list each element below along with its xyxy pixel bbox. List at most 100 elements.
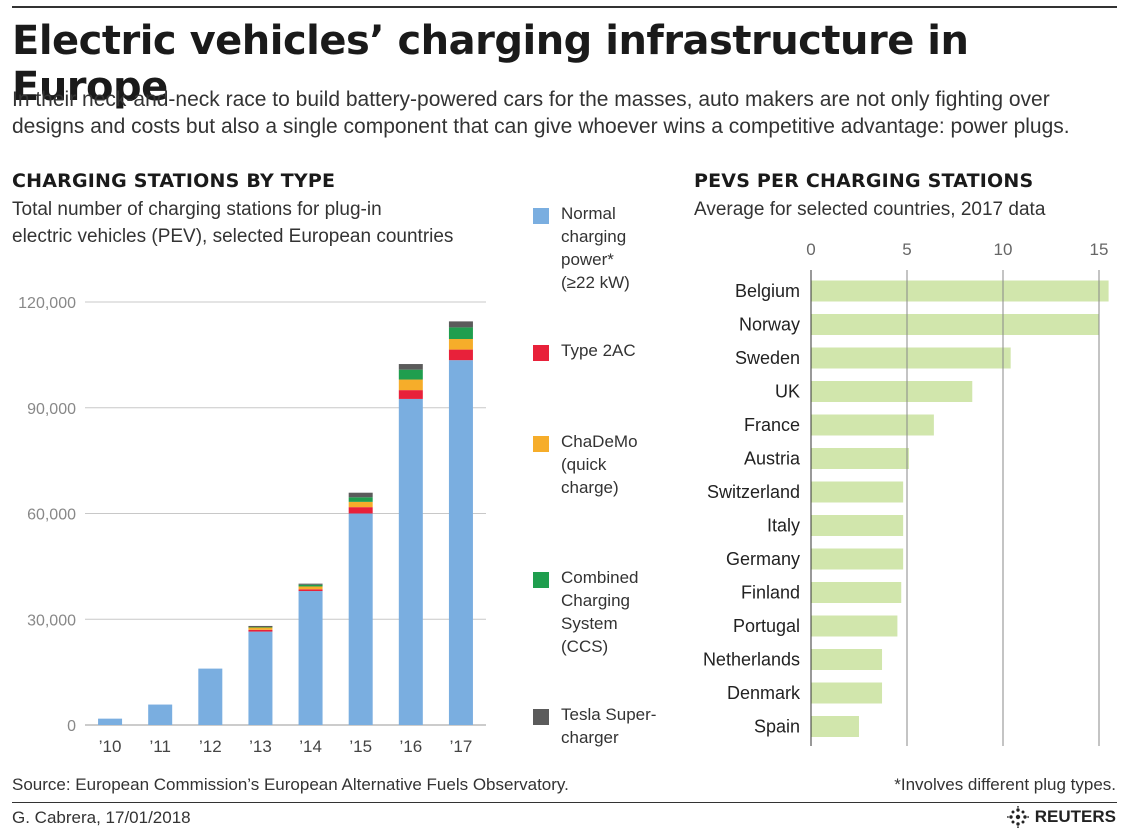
country-label: France — [744, 415, 800, 435]
x-tick-label: ’10 — [99, 737, 122, 756]
reuters-logo-icon — [1006, 806, 1029, 828]
bar — [811, 347, 1011, 369]
x-tick-label: ’16 — [399, 737, 422, 756]
y-tick-label: 0 — [67, 718, 76, 735]
x-tick-label: ’14 — [299, 737, 322, 756]
stacked-bar-chart: 0 30,000 60,000 90,000 120,000 ’10 ’11 ’12 ’13 ’1… — [18, 295, 486, 756]
bar — [811, 314, 1099, 335]
bar-segment — [298, 584, 323, 587]
x-tick-label: ’13 — [249, 737, 272, 756]
left-chart-subtitle-line1: Total number of charging stations for pl… — [12, 199, 382, 220]
legend-label-type2ac-1: Type 2AC — [561, 341, 636, 360]
bar-segment — [248, 629, 273, 632]
right-chart-heading: PEVS PER CHARGING STATIONS — [694, 170, 1034, 192]
bar-segment — [348, 501, 373, 508]
bar-segment — [198, 668, 223, 725]
country-label: Switzerland — [707, 482, 800, 502]
reuters-brand: REUTERS — [1006, 806, 1116, 828]
bar — [811, 414, 934, 436]
bar-segment — [398, 390, 423, 399]
footnote: *Involves different plug types. — [894, 775, 1116, 794]
country-label: Italy — [767, 516, 800, 536]
bar-segment — [348, 507, 373, 514]
bar-segment — [248, 631, 273, 725]
country-label: Denmark — [727, 683, 801, 703]
bar — [811, 548, 904, 570]
legend-label-normal-3: power* — [561, 250, 614, 269]
bar-segment — [248, 625, 273, 628]
bar-segment — [248, 627, 273, 630]
bar-segment — [298, 591, 323, 725]
country-label: Sweden — [735, 348, 800, 368]
y-tick-label: 30,000 — [27, 612, 76, 629]
bar-segment — [298, 583, 323, 585]
bar — [811, 649, 883, 670]
bar-segment — [348, 513, 373, 725]
legend-label-ccs-2: Charging — [561, 591, 630, 610]
intro-text: In their neck-and-neck race to build bat… — [12, 88, 1070, 138]
country-label: Norway — [739, 315, 800, 335]
left-chart-heading: CHARGING STATIONS BY TYPE — [12, 170, 336, 192]
x-tick-label: 10 — [994, 240, 1013, 259]
bar — [811, 582, 902, 603]
left-chart-subtitle-line2: electric vehicles (PEV), selected Europe… — [12, 226, 454, 247]
credit-line: G. Cabrera, 17/01/2018 — [12, 808, 191, 827]
country-label: Netherlands — [703, 650, 800, 670]
country-label: Austria — [744, 449, 801, 469]
bar — [811, 481, 904, 503]
country-label: Germany — [726, 549, 800, 569]
x-tick-label: 15 — [1090, 240, 1109, 259]
country-label: UK — [775, 382, 800, 402]
bar-segment — [298, 589, 323, 592]
brand-name: REUTERS — [1034, 807, 1116, 826]
legend-label-tesla-2: charger — [561, 728, 619, 747]
y-tick-label: 60,000 — [27, 507, 76, 524]
bar-segment — [348, 497, 373, 502]
x-tick-label: ’11 — [149, 737, 170, 756]
source-note: Source: European Commission’s European A… — [12, 775, 569, 794]
y-tick-label: 90,000 — [27, 401, 76, 418]
country-label: Spain — [754, 717, 800, 737]
x-tick-label: ’12 — [199, 737, 222, 756]
bar — [811, 381, 973, 402]
bar — [811, 448, 909, 469]
top-rule — [12, 6, 1117, 8]
bar-segment — [448, 339, 473, 350]
legend-label-tesla-1: Tesla Super- — [561, 705, 657, 724]
bar — [811, 716, 859, 737]
legend-swatch-ccs — [533, 572, 549, 588]
bar-segment — [98, 718, 123, 725]
horizontal-bar-chart: 0 5 10 15 Belgium Norway Sweden UK France Austria… — [703, 240, 1109, 746]
bar-segment — [248, 627, 273, 628]
legend-label-chademo-3: charge) — [561, 478, 619, 497]
bar — [811, 682, 883, 704]
bar-segment — [298, 586, 323, 590]
country-label: Belgium — [735, 281, 800, 301]
bar — [811, 280, 1109, 302]
legend-swatch-chademo — [533, 436, 549, 452]
bar — [811, 515, 904, 536]
bar-segment — [448, 360, 473, 725]
x-tick-label: ’15 — [349, 737, 372, 756]
right-chart-subtitle: Average for selected countries, 2017 dat… — [694, 199, 1046, 220]
bar-segment — [398, 398, 423, 725]
y-tick-label: 120,000 — [18, 295, 76, 312]
bar-segment — [148, 704, 173, 725]
x-tick-label: ’17 — [450, 737, 473, 756]
legend-label-ccs-4: (CCS) — [561, 637, 609, 656]
legend-label-ccs-1: Combined — [561, 568, 639, 587]
bar-segment — [448, 321, 473, 328]
legend-label-normal-2: charging — [561, 227, 627, 246]
legend-label-chademo-2: (quick — [561, 455, 607, 474]
country-label: Portugal — [733, 616, 800, 636]
bar-segment — [398, 379, 423, 391]
legend-swatch-tesla — [533, 709, 549, 725]
bar-segment — [398, 364, 423, 370]
legend-label-chademo-1: ChaDeMo — [561, 432, 638, 451]
bar-segment — [448, 327, 473, 340]
bar — [811, 615, 898, 637]
legend-swatch-type2ac — [533, 345, 549, 361]
bar-segment — [448, 349, 473, 361]
bar-segment — [348, 492, 373, 498]
x-tick-label: 5 — [902, 240, 911, 259]
